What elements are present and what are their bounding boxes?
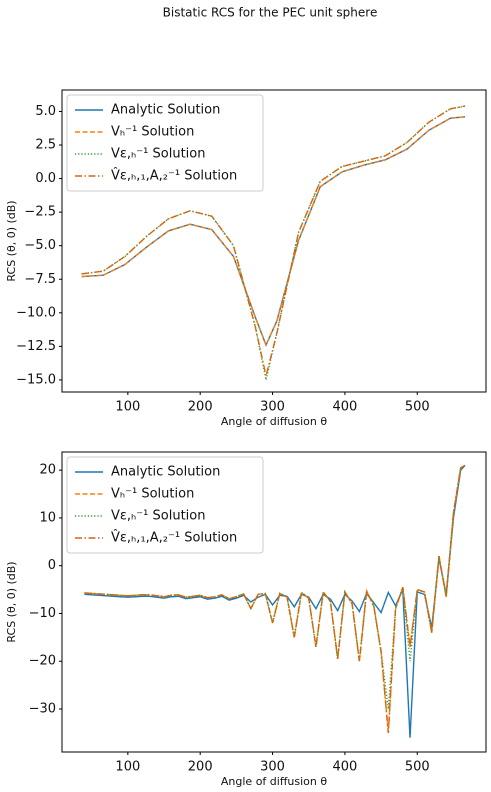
x-tick-label: 300 bbox=[260, 760, 285, 775]
x-tick-label: 100 bbox=[115, 760, 140, 775]
series-line bbox=[81, 105, 466, 377]
series-line bbox=[81, 116, 466, 347]
y-tick-label: 5.0 bbox=[35, 104, 56, 119]
y-tick-label: −30 bbox=[29, 702, 56, 717]
y-tick-label: −20 bbox=[29, 654, 56, 669]
y-tick-label: 10 bbox=[39, 510, 56, 525]
legend-label: Vₕ⁻¹ Solution bbox=[111, 487, 194, 502]
y-tick-label: −7.5 bbox=[24, 272, 56, 287]
series-line bbox=[81, 105, 466, 381]
x-axis-label: Angle of diffusion θ bbox=[221, 415, 327, 428]
axes-frame bbox=[61, 89, 487, 393]
series-line bbox=[84, 464, 466, 738]
legend-box bbox=[66, 456, 264, 554]
y-tick-label: −12.5 bbox=[16, 339, 56, 354]
y-tick-label: −5.0 bbox=[24, 238, 56, 253]
y-tick-label: 2.5 bbox=[35, 138, 56, 153]
x-tick-label: 300 bbox=[260, 400, 285, 415]
legend-label: Analytic Solution bbox=[111, 103, 220, 118]
x-tick-label: 400 bbox=[332, 760, 357, 775]
y-tick-label: 20 bbox=[39, 463, 56, 478]
legend-label: Analytic Solution bbox=[111, 465, 220, 480]
y-tick-label: −15.0 bbox=[16, 372, 56, 387]
y-axis-label: RCS (θ, 0) (dB) bbox=[5, 561, 18, 642]
axes-frame bbox=[61, 451, 487, 753]
x-tick-label: 100 bbox=[115, 400, 140, 415]
legend-label: Vₕ⁻¹ Solution bbox=[111, 125, 194, 140]
x-tick-label: 400 bbox=[332, 400, 357, 415]
x-tick-label: 500 bbox=[405, 760, 430, 775]
x-tick-label: 200 bbox=[188, 400, 213, 415]
y-axis-label: RCS (θ, 0) (dB) bbox=[5, 200, 18, 281]
x-tick-label: 500 bbox=[405, 400, 430, 415]
figure-title: Bistatic RCS for the PEC unit sphere bbox=[163, 6, 378, 20]
y-tick-label: −10.0 bbox=[16, 305, 56, 320]
legend-box bbox=[66, 94, 264, 192]
y-tick-label: −10 bbox=[29, 606, 56, 621]
series-line bbox=[84, 464, 466, 733]
y-tick-label: −2.5 bbox=[24, 205, 56, 220]
legend-label: Vε,ₕ⁻¹ Solution bbox=[111, 147, 205, 162]
y-tick-label: 0 bbox=[48, 558, 56, 573]
x-axis-label: Angle of diffusion θ bbox=[221, 775, 327, 788]
legend-label: V̂ε,ₕ,₁,A,₂⁻¹ Solution bbox=[111, 168, 237, 183]
legend-label: Vε,ₕ⁻¹ Solution bbox=[111, 509, 205, 524]
legend-label: V̂ε,ₕ,₁,A,₂⁻¹ Solution bbox=[111, 530, 237, 545]
x-tick-label: 200 bbox=[188, 760, 213, 775]
y-tick-label: 0.0 bbox=[35, 171, 56, 186]
